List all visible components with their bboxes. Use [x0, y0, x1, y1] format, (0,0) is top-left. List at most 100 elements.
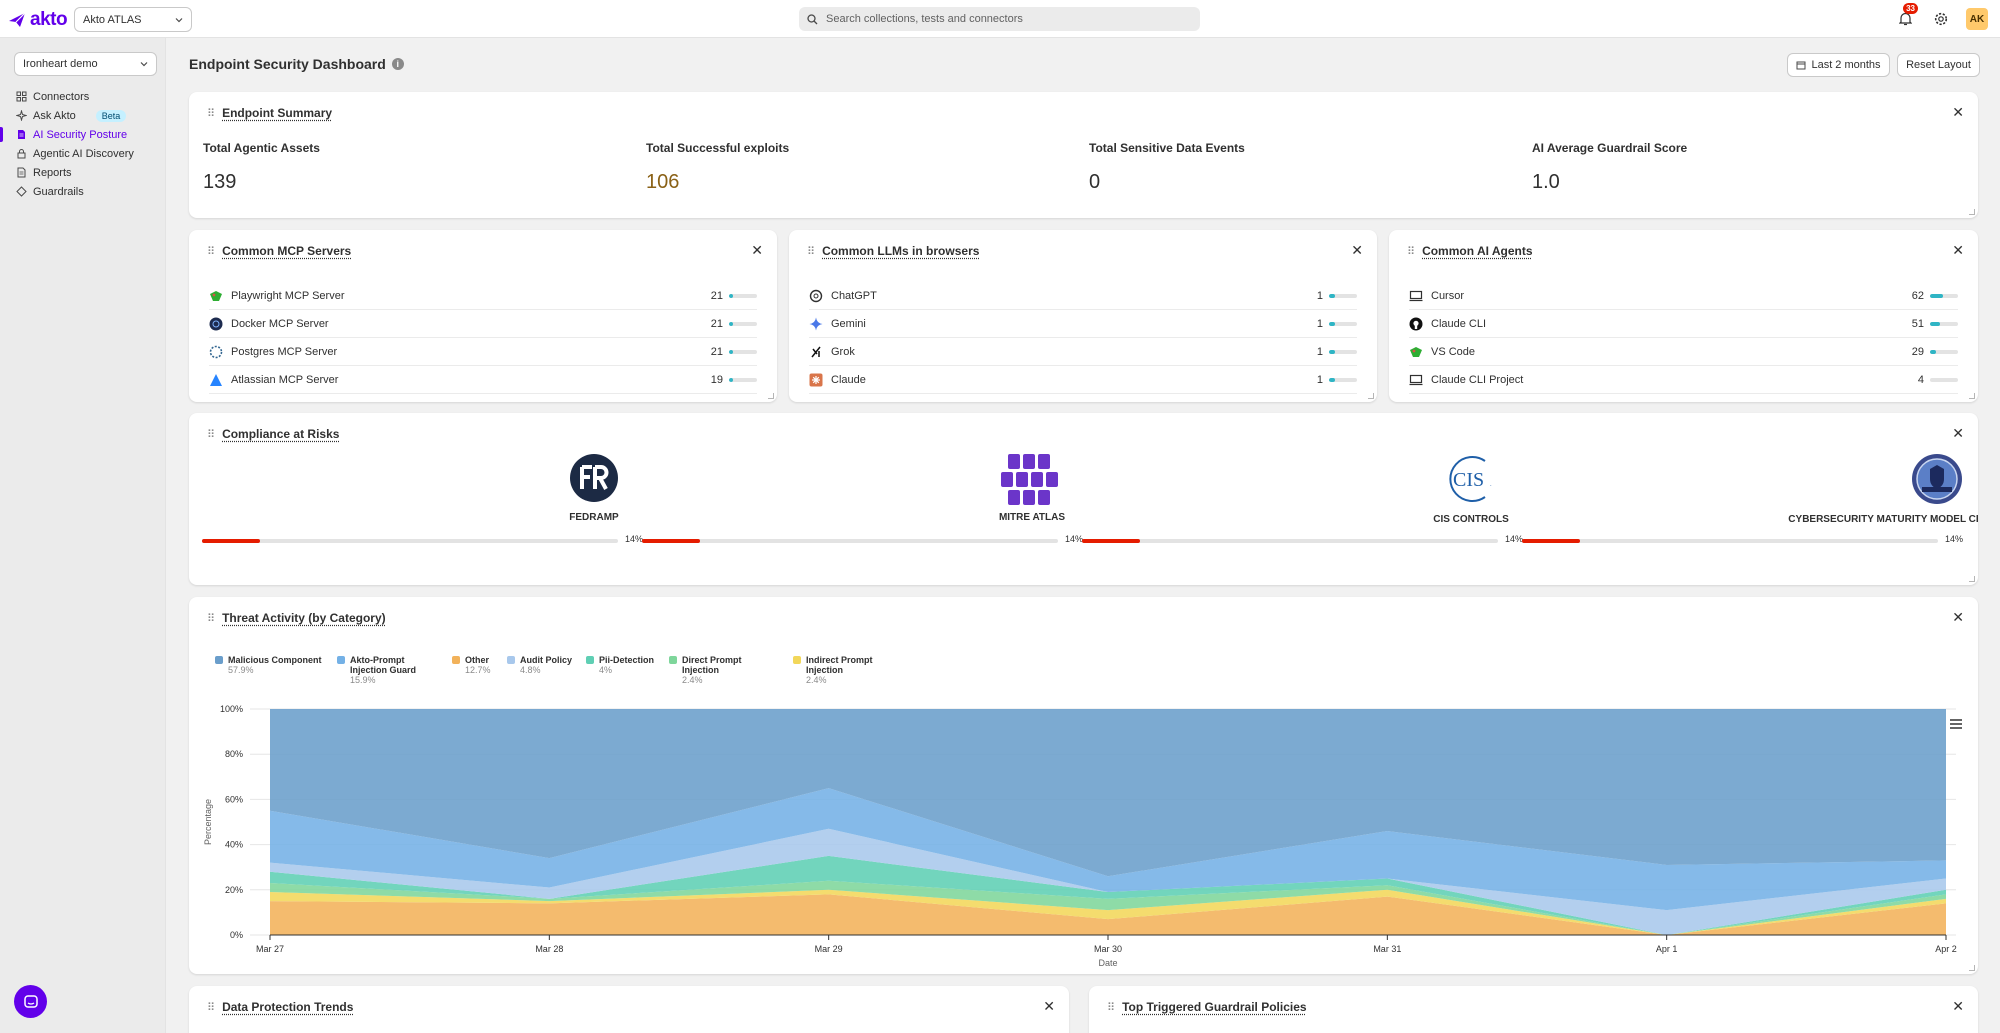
- search-input[interactable]: [826, 13, 1186, 25]
- reset-layout-button[interactable]: Reset Layout: [1897, 53, 1980, 77]
- drag-handle-icon[interactable]: ⠿: [207, 428, 214, 441]
- drag-handle-icon[interactable]: ⠿: [207, 1001, 214, 1014]
- list-item[interactable]: Gemini 1: [809, 310, 1357, 338]
- list-item[interactable]: Playwright MCP Server 21: [209, 282, 757, 310]
- collection-label: Ironheart demo: [23, 58, 98, 70]
- y-tick-label: 60%: [225, 794, 243, 804]
- list-item[interactable]: Claude 1: [809, 366, 1357, 394]
- list-item[interactable]: Atlassian MCP Server 19: [209, 366, 757, 394]
- resize-handle[interactable]: [1969, 209, 1975, 215]
- item-bar: [1930, 350, 1958, 354]
- sidebar-item-ai-security-posture[interactable]: AI Security Posture: [0, 125, 166, 144]
- close-icon[interactable]: ✕: [1952, 104, 1964, 121]
- drag-handle-icon[interactable]: ⠿: [807, 245, 814, 258]
- diamond-icon: [16, 186, 27, 197]
- list-item[interactable]: ChatGPT 1: [809, 282, 1357, 310]
- settings-button[interactable]: [1930, 8, 1952, 30]
- sidebar-item-label: Guardrails: [33, 186, 84, 198]
- mitre-atlas-logo-icon: [1000, 453, 1064, 507]
- resize-handle[interactable]: [768, 393, 774, 399]
- list-item[interactable]: Docker MCP Server 21: [209, 310, 757, 338]
- card-header: ⠿ Common MCP Servers: [207, 244, 351, 258]
- drag-handle-icon[interactable]: ⠿: [1107, 1001, 1114, 1014]
- card-title: Data Protection Trends: [222, 1000, 353, 1014]
- item-bar-fill: [1329, 378, 1335, 382]
- progress-fill: [1522, 539, 1580, 543]
- github-icon: [1409, 317, 1423, 331]
- sidebar-item-label: Reports: [33, 167, 72, 179]
- close-icon[interactable]: ✕: [751, 242, 763, 259]
- summary-metric: Total Agentic Assets 139: [203, 141, 320, 194]
- vscode-icon: [1409, 345, 1423, 359]
- global-search[interactable]: [799, 7, 1200, 31]
- date-range-button[interactable]: Last 2 months: [1787, 53, 1890, 77]
- item-count: 21: [699, 290, 723, 302]
- notification-badge: 33: [1903, 3, 1918, 14]
- resize-handle[interactable]: [1969, 965, 1975, 971]
- close-icon[interactable]: ✕: [1952, 998, 1964, 1015]
- area-series: [270, 709, 1946, 876]
- list-item[interactable]: Cursor 62: [1409, 282, 1958, 310]
- fedramp-logo-icon: [569, 453, 619, 503]
- resize-handle[interactable]: [1969, 576, 1975, 582]
- search-icon: [807, 14, 818, 25]
- calendar-icon: [1796, 60, 1806, 70]
- chatgpt-icon: [809, 289, 823, 303]
- x-axis-label: Date: [1098, 958, 1117, 968]
- resize-handle[interactable]: [1368, 393, 1374, 399]
- y-axis-label: Percentage: [203, 799, 213, 845]
- x-tick-label: Mar 29: [815, 944, 843, 954]
- notifications-button[interactable]: 33: [1894, 8, 1916, 30]
- user-avatar[interactable]: AK: [1966, 8, 1988, 30]
- item-count: 21: [699, 346, 723, 358]
- drag-handle-icon[interactable]: ⠿: [1407, 245, 1414, 258]
- list-item[interactable]: Claude CLI 51: [1409, 310, 1958, 338]
- chart-menu-button[interactable]: [1946, 715, 1966, 733]
- close-icon[interactable]: ✕: [1043, 998, 1055, 1015]
- sidebar-item-reports[interactable]: Reports: [0, 163, 166, 182]
- compliance-progress: [202, 539, 618, 543]
- compliance-item[interactable]: CYBERSECURITY MATURITY MODEL CERTIFICATI…: [1772, 453, 1978, 525]
- item-bar-fill: [729, 378, 733, 382]
- collection-select[interactable]: Ironheart demo: [14, 52, 157, 76]
- list-item[interactable]: Claude CLI Project 4: [1409, 366, 1958, 394]
- sidebar-item-agentic-ai-discovery[interactable]: Agentic AI Discovery: [0, 144, 166, 163]
- close-icon[interactable]: ✕: [1952, 242, 1964, 259]
- close-icon[interactable]: ✕: [1952, 425, 1964, 442]
- item-count: 1: [1299, 374, 1323, 386]
- card-header: ⠿ Compliance at Risks: [207, 427, 339, 441]
- workspace-select[interactable]: Akto ATLAS: [74, 7, 192, 32]
- chat-button[interactable]: [14, 985, 47, 1018]
- list-item[interactable]: Postgres MCP Server 21: [209, 338, 757, 366]
- item-count: 1: [1299, 290, 1323, 302]
- llm-list: ChatGPT 1 Gemini 1 Grok 1 Claude 1: [809, 282, 1357, 394]
- compliance-percent: 14%: [1505, 534, 1523, 544]
- sidebar-item-connectors[interactable]: Connectors: [0, 87, 166, 106]
- atlassian-icon: [209, 373, 223, 387]
- compliance-percent: 14%: [1945, 534, 1963, 544]
- item-count: 4: [1900, 374, 1924, 386]
- drag-handle-icon[interactable]: ⠿: [207, 245, 214, 258]
- drag-handle-icon[interactable]: ⠿: [207, 107, 214, 120]
- compliance-item[interactable]: CIS. CIS CONTROLS: [1396, 453, 1546, 525]
- x-tick-label: Mar 30: [1094, 944, 1122, 954]
- item-count: 21: [699, 318, 723, 330]
- resize-handle[interactable]: [1969, 393, 1975, 399]
- close-icon[interactable]: ✕: [1351, 242, 1363, 259]
- item-bar: [1329, 294, 1357, 298]
- compliance-item[interactable]: MITRE ATLAS: [957, 453, 1107, 523]
- sidebar-item-ask-akto[interactable]: Ask Akto Beta: [0, 106, 166, 125]
- x-tick-label: Mar 31: [1373, 944, 1401, 954]
- x-tick-label: Apr 1: [1656, 944, 1678, 954]
- card-header: ⠿ Data Protection Trends: [207, 1000, 353, 1014]
- x-tick-label: Mar 28: [535, 944, 563, 954]
- compliance-item[interactable]: FEDRAMP: [519, 453, 669, 523]
- sidebar: Ironheart demo Connectors Ask Akto Beta …: [0, 38, 166, 1033]
- sidebar-item-guardrails[interactable]: Guardrails: [0, 182, 166, 201]
- metric-value: 106: [646, 171, 789, 194]
- akto-logo[interactable]: akto: [8, 9, 67, 31]
- item-bar-fill: [729, 294, 733, 298]
- info-icon[interactable]: i: [392, 58, 404, 70]
- list-item[interactable]: VS Code 29: [1409, 338, 1958, 366]
- list-item[interactable]: Grok 1: [809, 338, 1357, 366]
